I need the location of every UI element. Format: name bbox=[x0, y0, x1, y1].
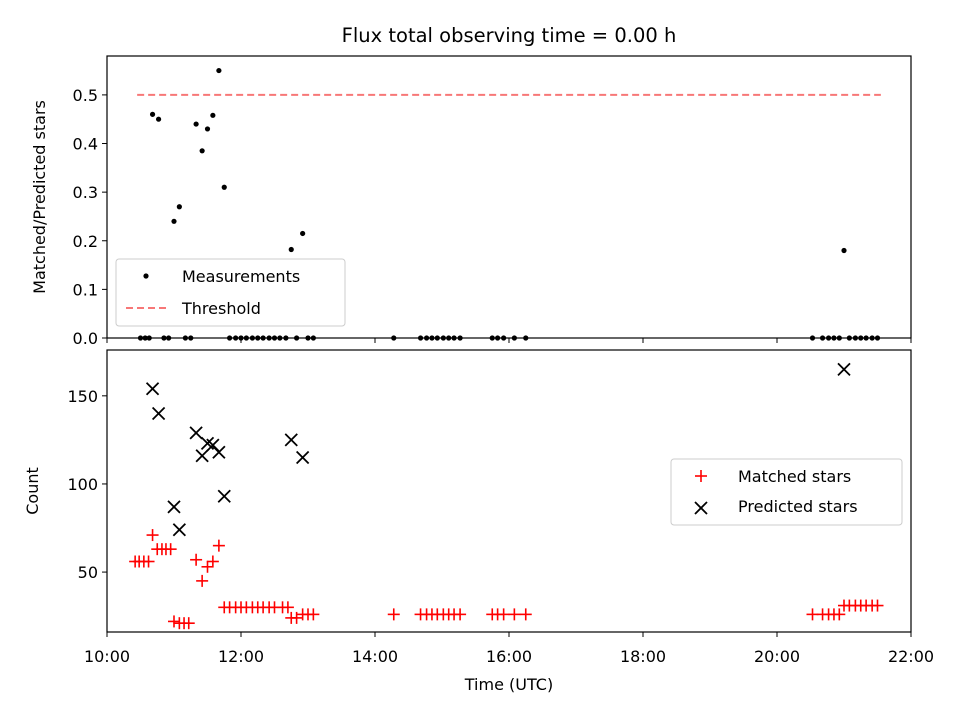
predicted-stars-point bbox=[167, 500, 181, 514]
matched-stars-point bbox=[290, 611, 303, 624]
measurement-point bbox=[841, 247, 847, 254]
measurement-point bbox=[300, 230, 306, 237]
matched-stars-point bbox=[206, 555, 219, 568]
predicted-stars-point bbox=[296, 450, 310, 465]
matched-stars-point bbox=[201, 560, 214, 573]
measurement-point bbox=[204, 126, 211, 132]
bottom-x-tick-label: 12:00 bbox=[218, 647, 264, 666]
bottom-x-tick-label: 14:00 bbox=[352, 647, 398, 666]
matched-stars-point bbox=[519, 608, 532, 621]
bottom-x-tick-label: 16:00 bbox=[486, 647, 532, 666]
bottom-y-tick-label: 150 bbox=[67, 387, 98, 406]
bottom-y-tick-label: 100 bbox=[67, 475, 98, 494]
predicted-stars-point bbox=[212, 445, 226, 459]
matched-stars-point bbox=[806, 608, 819, 621]
top-axis-ticks: 0.0 0.1 0.2 0.3 0.4 0.5 bbox=[73, 86, 912, 348]
bottom-panel: 10:00 12:00 14:00 16:00 18:00 20:00 22:00 50 100… bbox=[23, 349, 934, 694]
matched-stars-point bbox=[497, 608, 510, 621]
bottom-axes-frame bbox=[106, 349, 912, 633]
matched-stars-point bbox=[164, 543, 177, 556]
matched-stars-point bbox=[833, 608, 846, 621]
top-y-axis-label: Matched/Predicted stars bbox=[30, 100, 49, 294]
measurement-point bbox=[288, 246, 294, 253]
bottom-legend-box bbox=[670, 458, 903, 526]
legend-label-matched: Matched stars bbox=[738, 467, 851, 486]
legend-label-predicted: Predicted stars bbox=[738, 497, 858, 516]
matched-stars-point bbox=[190, 553, 203, 566]
bottom-y-axis-label: Count bbox=[23, 467, 42, 515]
top-y-tick-label: 0.0 bbox=[73, 329, 98, 348]
matched-stars-point bbox=[454, 608, 467, 621]
top-y-tick-label: 0.3 bbox=[73, 183, 98, 202]
measurement-point bbox=[199, 148, 205, 154]
top-y-tick-label: 0.2 bbox=[73, 232, 98, 251]
top-title: Flux total observing time = 0.00 h bbox=[342, 24, 677, 47]
legend-marker-measurements bbox=[143, 273, 149, 279]
predicted-stars-point bbox=[284, 433, 298, 447]
matched-stars-point bbox=[307, 608, 320, 621]
legend-label-threshold: Threshold bbox=[181, 299, 261, 318]
legend-label-measurements: Measurements bbox=[182, 267, 300, 286]
predicted-stars-point bbox=[217, 489, 231, 503]
top-y-tick-label: 0.1 bbox=[73, 280, 98, 299]
measurement-point bbox=[149, 111, 156, 117]
bottom-axis-ticks: 10:00 12:00 14:00 16:00 18:00 20:00 22:00 50 100… bbox=[67, 387, 934, 666]
matched-stars-point bbox=[387, 608, 400, 621]
predicted-stars-point bbox=[145, 382, 160, 396]
top-y-tick-label: 0.4 bbox=[73, 135, 98, 154]
matched-stars-point bbox=[168, 615, 180, 628]
predicted-stars-point bbox=[172, 523, 186, 537]
bottom-y-tick-label: 50 bbox=[78, 563, 98, 582]
bottom-x-tick-label: 18:00 bbox=[620, 647, 666, 666]
bottom-x-tick-label: 22:00 bbox=[888, 647, 934, 666]
matched-stars-point bbox=[212, 539, 225, 552]
predicted-stars-point bbox=[189, 426, 203, 440]
matched-stars-point bbox=[281, 601, 294, 614]
matched-stars-point bbox=[508, 608, 521, 621]
predicted-stars-point bbox=[837, 362, 851, 377]
bottom-legend: Matched stars Predicted stars bbox=[670, 458, 903, 526]
bottom-x-tick-label: 20:00 bbox=[754, 647, 800, 666]
measurement-point bbox=[176, 204, 182, 210]
measurement-point bbox=[193, 121, 199, 127]
matched-stars-point bbox=[142, 555, 155, 568]
measurement-point bbox=[210, 112, 216, 118]
measurement-point bbox=[171, 218, 177, 224]
bottom-x-tick-label: 10:00 bbox=[84, 647, 130, 666]
top-legend-box bbox=[115, 258, 346, 327]
predicted-stars-point bbox=[151, 406, 166, 421]
legend-marker-predicted bbox=[694, 501, 708, 515]
bottom-x-axis-label: Time (UTC) bbox=[464, 675, 553, 694]
measurement-point bbox=[216, 67, 222, 74]
top-panel: Flux total observing time = 0.00 h 0.00.… bbox=[30, 24, 912, 348]
predicted-stars-point bbox=[195, 449, 209, 463]
matched-stars-point bbox=[196, 574, 209, 587]
matched-stars-point bbox=[182, 617, 195, 630]
matched-stars-point bbox=[146, 529, 159, 542]
top-axes-frame bbox=[106, 55, 912, 339]
top-legend: Measurements Threshold bbox=[115, 258, 346, 327]
measurement-point bbox=[155, 116, 162, 122]
matched-stars-point bbox=[871, 599, 884, 612]
top-y-tick-label: 0.5 bbox=[73, 86, 98, 105]
measurement-point bbox=[221, 184, 227, 190]
legend-marker-matched bbox=[695, 470, 707, 482]
bottom-plot-marks bbox=[129, 362, 884, 630]
